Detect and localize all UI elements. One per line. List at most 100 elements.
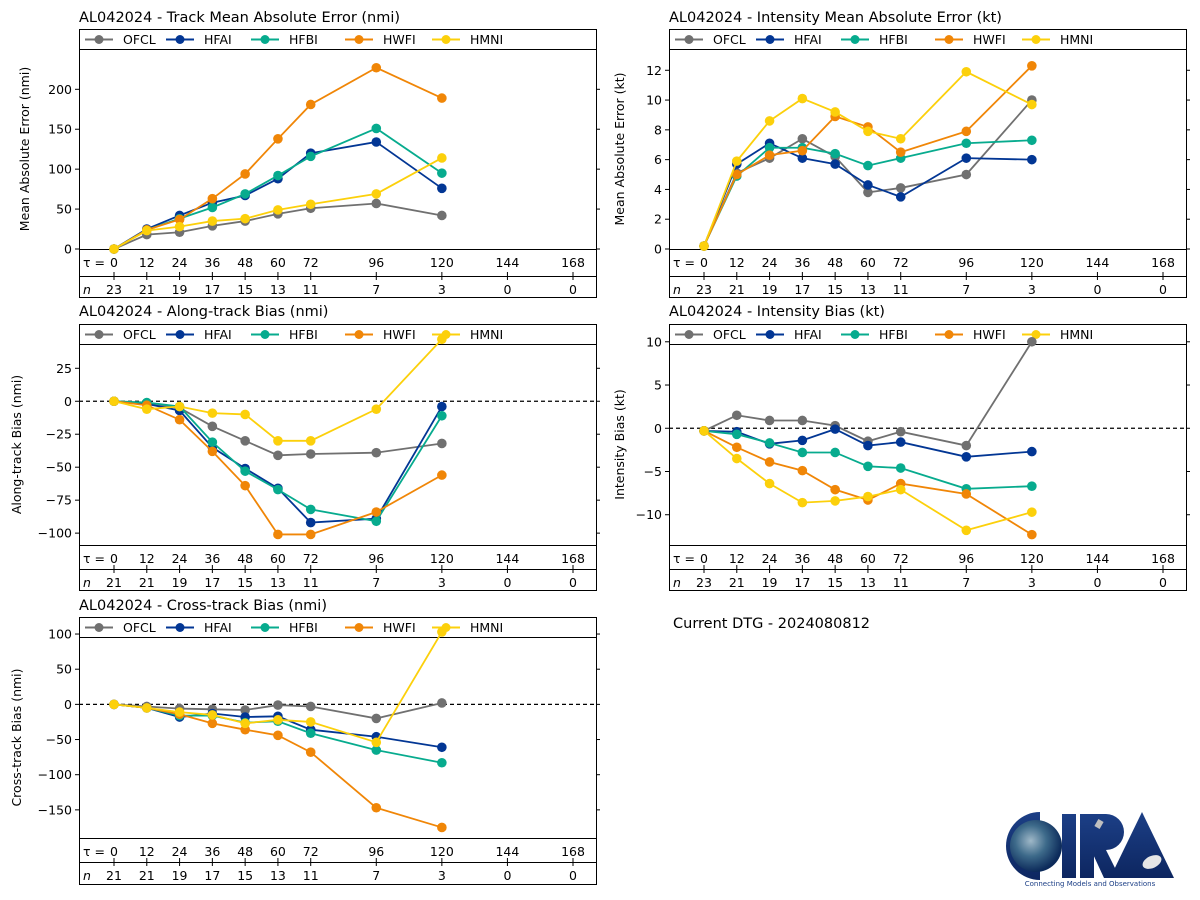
n-count-label: 21 bbox=[106, 868, 122, 883]
series-line-ofcl bbox=[703, 341, 1033, 447]
legend-label-ofcl: OFCL bbox=[713, 32, 746, 47]
legend-marker-hwfi bbox=[354, 330, 364, 339]
legend-marker-hfai bbox=[175, 623, 185, 632]
data-point-hmni bbox=[141, 703, 152, 713]
y-tick-label: 10 bbox=[646, 93, 662, 108]
x-tick-label: 168 bbox=[1151, 551, 1175, 566]
y-axis-label: Cross-track Bias (nmi) bbox=[9, 668, 24, 806]
legend-marker-hwfi bbox=[354, 35, 364, 44]
n-count-label: 13 bbox=[860, 282, 876, 297]
x-tick-label: 72 bbox=[303, 255, 319, 270]
x-tick-label: 36 bbox=[204, 844, 220, 859]
data-point-hfai bbox=[437, 401, 447, 412]
data-point-ofcl bbox=[240, 436, 250, 446]
n-count-label: 23 bbox=[106, 282, 122, 297]
data-point-hmni bbox=[109, 396, 119, 407]
data-point-hmni bbox=[371, 189, 382, 199]
legend-marker-hfbi bbox=[260, 623, 270, 632]
x-tick-label: 96 bbox=[958, 255, 974, 270]
n-count-label: 19 bbox=[172, 575, 188, 590]
data-point-hfai bbox=[371, 137, 382, 147]
y-tick-label: 0 bbox=[64, 697, 72, 712]
n-count-label: 13 bbox=[270, 575, 286, 590]
data-point-hfbi bbox=[731, 429, 742, 440]
data-point-ofcl bbox=[797, 133, 808, 144]
data-point-ofcl bbox=[895, 183, 906, 193]
x-tick-label: 0 bbox=[110, 551, 118, 566]
data-point-hwfi bbox=[731, 442, 742, 453]
y-tick-label: 6 bbox=[654, 152, 662, 167]
y-tick-label: 8 bbox=[654, 122, 662, 137]
data-point-hmni bbox=[371, 737, 382, 748]
data-point-hwfi bbox=[1027, 529, 1037, 540]
data-point-hmni bbox=[863, 126, 873, 137]
data-point-hmni bbox=[207, 408, 218, 418]
data-point-hmni bbox=[273, 205, 283, 215]
data-point-ofcl bbox=[240, 705, 250, 715]
data-point-hwfi bbox=[240, 169, 250, 179]
data-point-hfbi bbox=[830, 148, 840, 159]
n-count-label: 3 bbox=[438, 868, 446, 883]
y-tick-label: −10 bbox=[636, 507, 662, 522]
data-point-hwfi bbox=[207, 446, 218, 457]
tau-label: τ = bbox=[83, 844, 105, 859]
data-point-hwfi bbox=[273, 730, 283, 741]
x-tick-label: 24 bbox=[172, 551, 188, 566]
tau-label: τ = bbox=[673, 551, 695, 566]
n-count-label: 17 bbox=[204, 282, 220, 297]
legend-marker-hfai bbox=[175, 330, 185, 339]
legend-label-hfbi: HFBI bbox=[879, 327, 908, 342]
current-dtg-label: Current DTG - 2024080812 bbox=[673, 616, 871, 632]
plot-frame bbox=[79, 617, 597, 885]
x-tick-label: 72 bbox=[893, 255, 909, 270]
n-count-label: 21 bbox=[729, 575, 745, 590]
legend-label-hwfi: HWFI bbox=[383, 327, 416, 342]
legend-label-ofcl: OFCL bbox=[123, 32, 156, 47]
data-point-hmni bbox=[109, 244, 119, 254]
x-tick-label: 72 bbox=[893, 551, 909, 566]
data-point-hfai bbox=[437, 742, 447, 753]
data-point-hwfi bbox=[240, 480, 250, 491]
x-tick-label: 60 bbox=[270, 551, 286, 566]
data-point-ofcl bbox=[371, 713, 382, 724]
series-line-ofcl bbox=[113, 400, 442, 457]
n-count-label: 11 bbox=[893, 282, 909, 297]
n-count-label: 15 bbox=[237, 868, 253, 883]
data-point-hmni bbox=[830, 107, 840, 117]
data-point-hwfi bbox=[437, 470, 447, 480]
data-point-hfbi bbox=[207, 202, 218, 213]
n-count-label: 3 bbox=[1028, 282, 1036, 297]
n-count-label: 23 bbox=[696, 282, 712, 297]
data-point-hmni bbox=[731, 156, 742, 166]
series-line-hfai bbox=[113, 400, 443, 524]
data-point-hwfi bbox=[1027, 61, 1037, 71]
data-point-hwfi bbox=[273, 134, 283, 144]
data-point-hfbi bbox=[830, 447, 840, 458]
legend-label-hwfi: HWFI bbox=[383, 620, 416, 635]
legend-marker-hfbi bbox=[850, 330, 860, 339]
data-point-hmni bbox=[240, 213, 250, 224]
data-point-hfai bbox=[1027, 446, 1037, 457]
plot-frame bbox=[669, 324, 1187, 591]
data-point-hmni bbox=[109, 699, 119, 710]
x-tick-label: 0 bbox=[110, 844, 118, 859]
data-point-hfbi bbox=[240, 189, 250, 199]
data-point-hfai bbox=[895, 192, 906, 202]
data-point-hfbi bbox=[371, 123, 382, 134]
y-tick-label: 10 bbox=[646, 334, 662, 349]
x-tick-label: 12 bbox=[139, 844, 155, 859]
x-tick-label: 72 bbox=[303, 551, 319, 566]
n-count-label: 11 bbox=[893, 575, 909, 590]
n-count-label: 13 bbox=[860, 575, 876, 590]
n-count-label: 3 bbox=[438, 575, 446, 590]
legend-label-hfai: HFAI bbox=[794, 327, 822, 342]
n-count-label: 19 bbox=[762, 575, 778, 590]
data-point-hmni bbox=[797, 93, 808, 104]
legend-label-hmni: HMNI bbox=[1060, 32, 1093, 47]
n-count-label: 15 bbox=[237, 282, 253, 297]
y-axis-label: Along-track Bias (nmi) bbox=[9, 375, 24, 514]
tau-label: τ = bbox=[673, 255, 695, 270]
legend-marker-ofcl bbox=[684, 35, 694, 44]
data-point-hmni bbox=[273, 715, 283, 725]
